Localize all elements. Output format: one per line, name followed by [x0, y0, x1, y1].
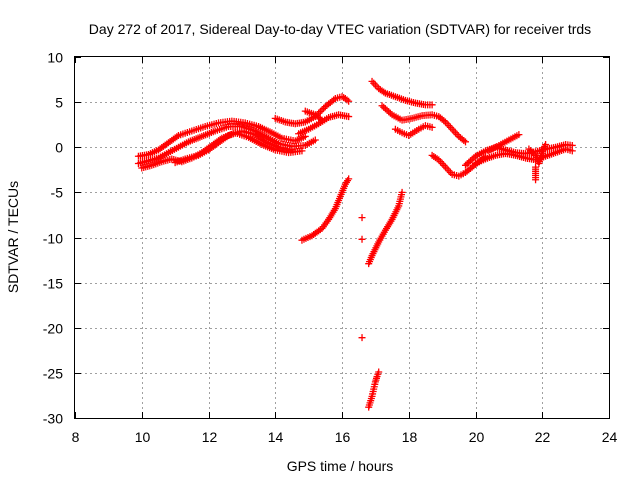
x-tick-label: 20	[469, 429, 485, 445]
data-point-early-extra	[316, 115, 324, 123]
data-point-tail-band-1	[468, 155, 476, 163]
data-point-deep-drop	[375, 368, 383, 376]
y-tick-label: 10	[47, 50, 63, 66]
data-point-tail-band-4	[542, 141, 550, 149]
y-tick-label: -25	[43, 366, 63, 382]
data-point-rise-to-peak	[330, 96, 338, 104]
x-tick-label: 12	[202, 429, 218, 445]
data-point-isolated	[358, 235, 366, 243]
data-point-tail-band-1	[470, 154, 478, 162]
data-point-neg-arc-1	[316, 226, 324, 234]
data-point-early-band-upper	[173, 133, 181, 141]
x-tick-label: 18	[402, 429, 418, 445]
y-tick-label: -15	[43, 276, 63, 292]
data-point-tail-band-4	[530, 150, 538, 158]
data-point-late-upper-arc	[428, 101, 436, 109]
data-point-late-mid-arc	[380, 103, 388, 111]
data-point-early-band-low2	[288, 146, 296, 154]
data-point-rise-to-peak	[316, 108, 324, 116]
data-point-rise-to-peak	[320, 104, 328, 112]
x-tick-label: 24	[602, 429, 618, 445]
data-point-late-mid-arc	[460, 136, 468, 144]
y-tick-label: 0	[55, 140, 63, 156]
data-point-neg-arc-1	[345, 175, 353, 183]
data-point-early-band-mid	[311, 136, 319, 144]
data-point-neg-arc-2	[398, 188, 406, 196]
y-tick-label: -5	[51, 185, 64, 201]
data-point-tail-band-4	[527, 147, 535, 155]
data-point-tail-band-1	[466, 157, 474, 165]
data-point-rise-to-peak	[343, 96, 351, 104]
data-point-early-band-low2	[223, 133, 231, 141]
data-point-late-mid-arc	[440, 117, 448, 125]
y-tick-label: -10	[43, 231, 63, 247]
x-tick-label: 10	[135, 429, 151, 445]
data-point-isolated	[358, 214, 366, 222]
y-tick-label: 5	[55, 95, 63, 111]
data-point-tail-band-2	[568, 147, 576, 155]
data-point-late-mid-arc	[381, 105, 389, 113]
data-point-early-band-lower	[298, 147, 306, 155]
data-point-tail-band-1	[461, 161, 469, 169]
tick-layer	[75, 57, 610, 419]
data-point-late-upper-arc	[380, 88, 388, 96]
x-tick-label: 22	[535, 429, 551, 445]
y-tick-label: -20	[43, 321, 63, 337]
grid-layer	[75, 57, 609, 418]
data-point-isolated	[358, 334, 366, 342]
plot-frame	[74, 56, 610, 419]
data-point-late-mid-arc	[383, 106, 391, 114]
data-point-tail-band-5	[532, 176, 540, 184]
data-point-late-mid-arc	[385, 108, 393, 116]
y-axis-label: SDTVAR / TECUs	[5, 181, 21, 293]
x-tick-label: 8	[72, 429, 80, 445]
data-point-rise-lower	[345, 113, 353, 121]
x-tick-label: 16	[335, 429, 351, 445]
x-axis-label: GPS time / hours	[287, 458, 394, 474]
chart-title: Day 272 of 2017, Sidereal Day-to-day VTE…	[89, 21, 591, 37]
data-point-rise-to-peak	[345, 97, 353, 105]
data-point-tail-band-1	[463, 160, 471, 168]
tick-label-layer: 8 10 12 14 16 18 20 22 24 -30 -25 -20 -15 -10 -5 0 5 10	[43, 50, 618, 446]
data-point-tail-band-4	[525, 145, 533, 153]
y-tick-label: -30	[43, 411, 63, 427]
data-point-rise-to-peak	[318, 106, 326, 114]
data-point-late-lower-arc	[428, 123, 436, 131]
data-point-early-band-low2	[260, 137, 268, 145]
data-point-tail-band-3	[515, 131, 523, 139]
data-point-late-mid-arc	[461, 138, 469, 146]
data-mark-layer	[134, 77, 576, 411]
x-tick-label: 14	[268, 429, 284, 445]
data-point-early-extra	[318, 116, 326, 124]
data-point-tail-band-4	[528, 148, 536, 156]
data-point-early-band-upper	[301, 132, 309, 140]
data-point-tail-band-1	[465, 158, 473, 166]
data-point-late-mid-arc	[378, 102, 386, 110]
data-point-late-mid-arc	[386, 109, 394, 117]
